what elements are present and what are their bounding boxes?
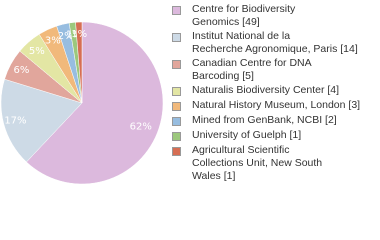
slice-label: 1% — [71, 29, 87, 40]
legend-swatch — [172, 87, 181, 96]
slice-label: 62% — [130, 121, 152, 132]
legend-swatch — [172, 147, 181, 156]
slice-label: 2% — [58, 31, 74, 42]
legend-swatch — [172, 132, 181, 141]
legend-label: University of Guelph [1] — [192, 129, 302, 141]
legend-swatch — [172, 60, 181, 69]
slice — [0, 78, 83, 163]
slice — [26, 21, 164, 185]
legend-label: Natural History Museum, London [3] — [192, 99, 361, 111]
legend-label: Agricultural Scientific Collections Unit… — [192, 144, 323, 182]
pie: 62% 17% 6% 5%3%2%1%1% — [0, 21, 164, 185]
legend-swatch — [172, 117, 181, 126]
legend-swatch — [172, 33, 181, 42]
slice-label: 1% — [66, 30, 82, 41]
slice — [75, 21, 83, 104]
legend-label: Institut National de la Recherche Agrono… — [192, 30, 358, 55]
legend-label: Naturalis Biodiversity Center [4] — [192, 84, 340, 96]
slice-label: 6% — [14, 65, 30, 76]
legend-swatch — [172, 102, 181, 111]
slice-label: 17% — [4, 116, 26, 127]
legend-label: Centre for Biodiversity Genomics [49] — [192, 3, 296, 28]
legend-label: Mined from GenBank, NCBI [2] — [192, 114, 337, 126]
legend-label: Canadian Centre for DNA Barcoding [5] — [192, 57, 312, 82]
slice-label: 3% — [45, 36, 61, 47]
legend-swatch — [172, 6, 181, 15]
slice-label: 5% — [29, 46, 45, 57]
